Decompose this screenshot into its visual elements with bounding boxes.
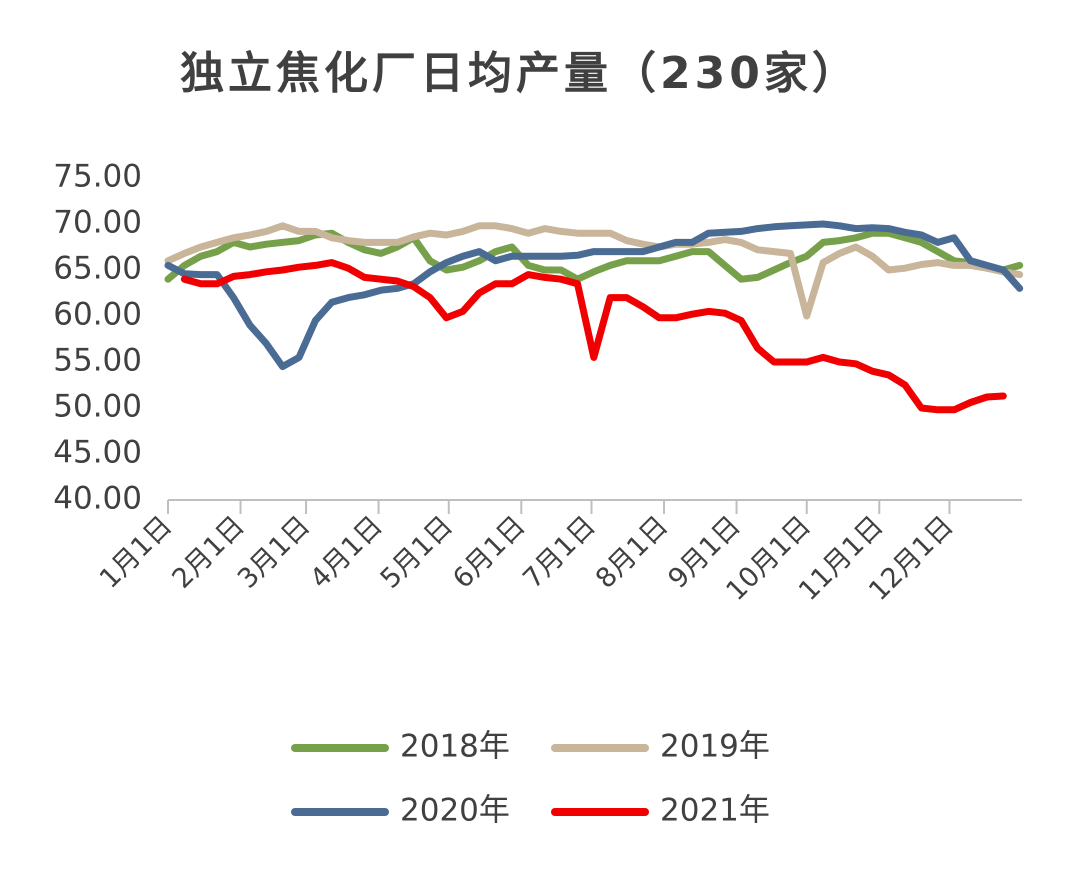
- legend-label: 2019年: [660, 729, 770, 765]
- x-tick-label: 7月1日: [517, 510, 601, 594]
- x-tick-label: 2月1日: [166, 510, 250, 594]
- y-tick-label: 70.00: [53, 205, 142, 241]
- legend-label: 2021年: [660, 793, 770, 829]
- chart-title: 独立焦化厂日均产量（230家）: [180, 48, 860, 99]
- series-line: [164, 229, 1024, 283]
- series-line: [180, 259, 1007, 414]
- y-tick-label: 65.00: [53, 251, 142, 287]
- series-line: [164, 222, 1024, 320]
- x-tick-label: 1月1日: [94, 510, 178, 594]
- y-tick-label: 60.00: [53, 297, 142, 333]
- x-tick-label: 8月1日: [590, 510, 674, 594]
- y-tick-label: 50.00: [53, 389, 142, 425]
- y-tick-label: 55.00: [53, 343, 142, 379]
- legend-label: 2018年: [400, 729, 510, 765]
- y-tick-label: 45.00: [53, 435, 142, 471]
- x-tick-label: 3月1日: [232, 510, 316, 594]
- legend-label: 2020年: [400, 793, 510, 829]
- x-tick-label: 4月1日: [304, 510, 388, 594]
- y-tick-label: 40.00: [53, 481, 142, 517]
- x-tick-label: 5月1日: [375, 510, 459, 594]
- y-tick-label: 75.00: [53, 159, 142, 195]
- series-line: [164, 220, 1024, 371]
- x-tick-label: 6月1日: [447, 510, 531, 594]
